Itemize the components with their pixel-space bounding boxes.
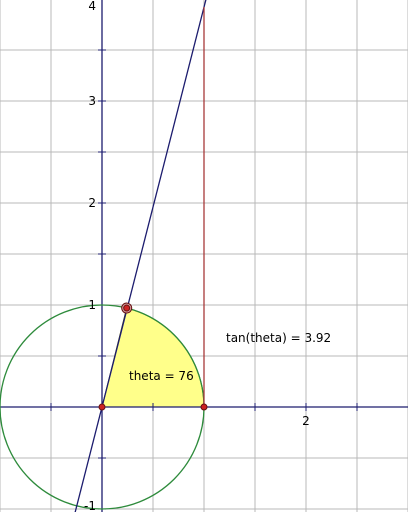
y-tick-label: -1 [84,499,96,512]
labels: 2 4 3 2 1 -1 [84,0,310,512]
circle-point-marker [123,304,131,312]
shapes [0,0,207,512]
y-tick-label: 3 [88,94,96,108]
theta-sector [101,307,205,408]
x-tick-label: 2 [302,414,310,428]
sector-layer [101,307,205,408]
theta-label: theta = 76 [129,369,194,383]
tan-theta-label: tan(theta) = 3.92 [226,331,331,345]
origin-marker [98,403,106,411]
unit-point-marker [200,403,208,411]
tangent-angle-line [74,0,207,512]
y-tick-label: 4 [88,0,96,13]
points [98,302,208,411]
y-tick-label: 2 [88,196,96,210]
y-tick-label: 1 [88,298,96,312]
